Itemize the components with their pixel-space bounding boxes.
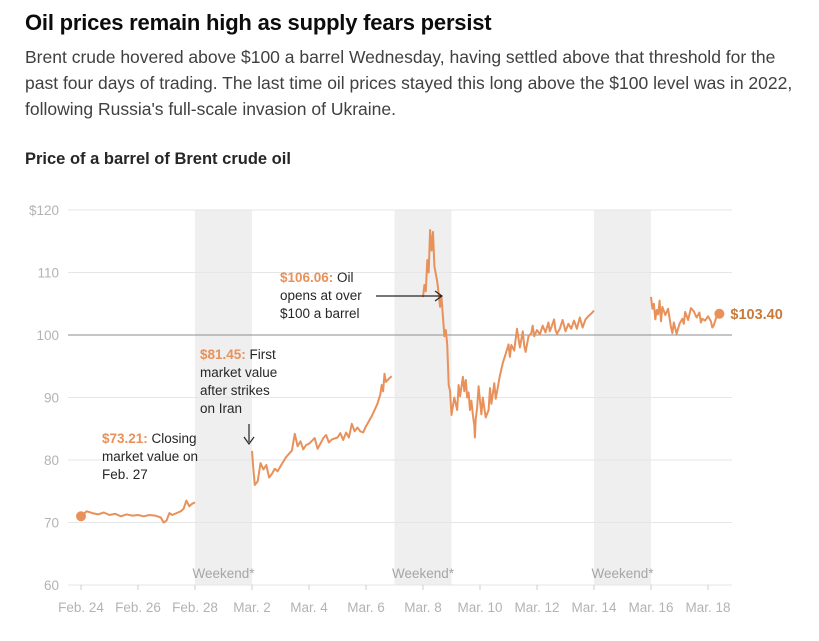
x-tick-label: Mar. 2 (233, 600, 271, 615)
x-tick-label: Mar. 14 (571, 600, 617, 615)
arrow-right-head (434, 290, 444, 302)
y-tick-label: 90 (44, 391, 59, 406)
x-tick-label: Mar. 6 (347, 600, 385, 615)
price-line-segment-0 (80, 499, 196, 524)
annotation-first-market-value: $81.45: First market value after strikes on… (200, 347, 277, 416)
arrow-down-head (243, 436, 255, 446)
y-tick-label: 100 (36, 328, 59, 343)
price-line-segment-1 (251, 372, 393, 486)
x-tick-label: Mar. 8 (404, 600, 442, 615)
x-tick-label: Mar. 18 (685, 600, 730, 615)
x-tick-label: Feb. 24 (58, 600, 104, 615)
price-line-segment-2 (422, 229, 595, 439)
weekend-label: Weekend* (392, 566, 455, 581)
chart-title: Price of a barrel of Brent crude oil (25, 150, 291, 168)
annotation-oil-over-100: $106.06: Oil opens at over $100 a barrel (280, 270, 362, 321)
annotation-feb27: $73.21: Closing market value on Feb. 27 (102, 431, 198, 482)
dek: Brent crude hovered above $100 a barrel … (25, 47, 793, 119)
start-point-marker (76, 511, 86, 522)
last-value-label: $103.40 (730, 307, 782, 323)
x-tick-label: Feb. 28 (172, 600, 218, 615)
x-tick-label: Feb. 26 (115, 600, 161, 615)
weekend-label: Weekend* (192, 566, 255, 581)
y-tick-label: 80 (44, 453, 59, 468)
last-point-marker (714, 308, 725, 319)
weekend-label: Weekend* (591, 566, 654, 581)
y-tick-label: $120 (29, 203, 59, 218)
y-tick-label: 110 (37, 266, 59, 281)
y-tick-label: 60 (44, 578, 59, 593)
x-tick-label: Mar. 12 (514, 600, 559, 615)
x-tick-label: Mar. 10 (457, 600, 502, 615)
x-tick-label: Mar. 16 (628, 600, 673, 615)
y-tick-label: 70 (44, 516, 59, 531)
x-tick-label: Mar. 4 (290, 600, 328, 615)
price-line-segment-3 (650, 296, 721, 335)
headline: Oil prices remain high as supply fears p… (25, 10, 492, 35)
